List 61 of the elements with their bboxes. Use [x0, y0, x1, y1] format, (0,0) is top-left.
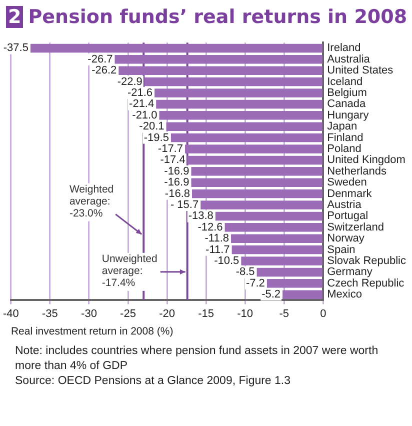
y-tick-label: Finland [327, 132, 364, 144]
data-label: -22.9 [117, 76, 142, 88]
x-tick-label: -10 [237, 308, 254, 320]
y-tick-label: Denmark [327, 188, 372, 200]
y-tick-label: Belgium [327, 87, 367, 100]
y-tick-label: Portugal [327, 210, 368, 222]
data-label: -21.4 [129, 98, 154, 110]
y-tick-label: Australia [327, 53, 371, 66]
data-label: -10.5 [214, 255, 240, 268]
data-label: -37.5 [3, 42, 28, 54]
y-tick-label: Slovak Republic [327, 255, 406, 268]
chart-title: 2 Pension funds’ real returns in 2008 [7, 6, 408, 30]
y-tick-label: United States [327, 64, 394, 77]
y-tick-label: Japan [327, 120, 358, 133]
y-tick-label: Sweden [327, 176, 367, 189]
data-label: -11.8 [204, 232, 230, 245]
data-label: -7.2 [246, 277, 265, 290]
data-label: -20.1 [139, 120, 164, 133]
data-label: -8.5 [236, 266, 255, 278]
x-axis-title: Real investment return in 2008 (%) [10, 326, 174, 338]
source-note: Source: OECD Pensions at a Glance 2009, Figure 1.3 [15, 374, 292, 389]
y-tick-label: Spain [327, 244, 356, 256]
y-tick-label: Iceland [327, 76, 363, 88]
data-label: -5.2 [262, 288, 281, 301]
x-tick-label: 0 [320, 308, 326, 320]
x-tick-label: -20 [159, 308, 175, 320]
x-tick-label: -25 [120, 308, 136, 320]
y-tick-label: Ireland [327, 42, 361, 54]
x-tick-label: -5 [279, 308, 289, 320]
data-label: -16.8 [164, 188, 190, 200]
y-tick-label: Czech Republic [327, 277, 405, 290]
y-tick-label: Hungary [327, 109, 370, 122]
y-tick-label: Netherlands [327, 165, 387, 178]
data-label: -21.0 [132, 109, 158, 122]
y-tick-label: Germany [327, 266, 373, 278]
ref-line-label: Unweighted average: -17.4% [102, 252, 158, 289]
data-label: -13.8 [188, 210, 214, 222]
data-label: -17.4 [160, 154, 186, 166]
data-label: -19.5 [144, 132, 169, 144]
y-tick-label: Austria [327, 199, 362, 212]
x-tick-label: -35 [42, 308, 58, 320]
data-label: -11.7 [206, 244, 230, 256]
x-tick-label: -30 [81, 308, 97, 320]
data-label: -17.7 [158, 143, 183, 156]
data-label: - 15.7 [170, 199, 199, 212]
data-label: -21.6 [127, 87, 153, 100]
y-tick-label: Switzerland [327, 221, 384, 234]
text: Note: includes countries where pension fund assets in 2007 were worth more than 4% of GDP [15, 344, 380, 374]
data-label: -26.2 [92, 64, 117, 77]
data-label: -26.7 [88, 53, 113, 66]
y-tick-label: Mexico [327, 288, 362, 301]
ref-line-label: Weighted average: -23.0% [69, 183, 114, 220]
y-tick-label: Canada [327, 98, 367, 110]
x-tick-label: -40 [2, 308, 19, 320]
x-tick-label: -15 [198, 308, 214, 320]
y-tick-label: United Kingdom [327, 154, 406, 166]
data-label: -12.6 [198, 221, 223, 234]
y-tick-label: Poland [327, 143, 362, 156]
data-label: -16.9 [164, 176, 190, 189]
y-tick-label: Norway [327, 232, 365, 245]
data-label: -16.9 [164, 165, 190, 178]
